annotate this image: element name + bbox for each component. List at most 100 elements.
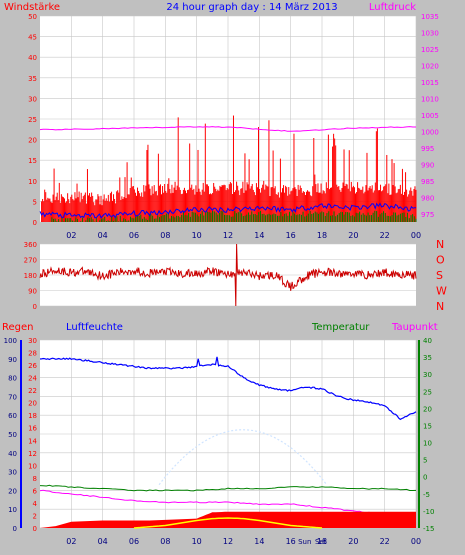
rain-tick-label: 8 [33, 475, 37, 483]
wind-tick-label: 20 [28, 137, 37, 145]
pressure-tick-label: 1035 [421, 13, 439, 21]
hour-tick-label: 02 [66, 537, 76, 546]
hour-tick-label: 02 [66, 231, 76, 240]
rain-tick-label: 4 [33, 500, 38, 508]
temperature-tick-label: 20 [423, 405, 432, 413]
direction-tick-label: 0 [33, 303, 37, 311]
hour-tick-label: 22 [380, 231, 390, 240]
wind-tick-label: 15 [28, 157, 37, 165]
temperature-tick-label: 35 [423, 354, 432, 362]
hour-tick-label: 08 [160, 231, 170, 240]
temperature-tick-label: -10 [423, 508, 434, 516]
direction-tick-label: 270 [24, 257, 37, 265]
direction-tick-label: 360 [24, 241, 37, 249]
wind-tick-label: 50 [28, 13, 37, 21]
rain-area [40, 511, 416, 528]
wind-average-line [39, 202, 417, 219]
hour-tick-label: 00 [411, 231, 421, 240]
humidity-tick-label: 0 [13, 525, 17, 533]
hour-tick-label: 14 [254, 231, 264, 240]
label-taupunkt: Taupunkt [391, 322, 438, 333]
hour-tick-label: 00 [411, 537, 421, 546]
humidity-tick-label: 40 [8, 450, 17, 458]
pressure-tick-label: 975 [421, 211, 434, 219]
pressure-tick-label: 995 [421, 145, 434, 153]
humidity-tick-label: 70 [8, 393, 17, 401]
rain-tick-label: 2 [33, 512, 37, 520]
rain-tick-label: 18 [28, 412, 37, 420]
temperature-tick-label: 0 [423, 474, 427, 482]
pressure-tick-label: 1010 [421, 95, 439, 103]
rain-tick-label: 22 [28, 387, 37, 395]
hour-tick-label: 16 [286, 231, 296, 240]
pressure-tick-label: 1020 [421, 62, 439, 70]
compass-label: S [436, 269, 443, 282]
rain-tick-label: 10 [28, 462, 37, 470]
hour-tick-label: Sun [298, 538, 311, 546]
pressure-tick-label: 1015 [421, 79, 439, 87]
humidity-tick-label: 10 [8, 506, 17, 514]
sunshine-line [133, 517, 323, 529]
pressure-tick-label: 1000 [421, 128, 439, 136]
humidity-tick-label: 80 [8, 375, 17, 383]
wind-tick-label: 40 [28, 54, 37, 62]
hour-tick-label: 22 [380, 537, 390, 546]
wind-tick-label: 5 [33, 198, 37, 206]
humidity-tick-label: 90 [8, 356, 17, 364]
temperature-tick-label: -5 [423, 491, 430, 499]
label-temperatur: Temperatur [311, 322, 370, 333]
pressure-line [39, 126, 416, 132]
hour-tick-label: 10 [192, 231, 202, 240]
label-luftfeuchte: Luftfeuchte [66, 322, 123, 333]
hour-tick-label: 04 [98, 537, 108, 546]
rain-tick-label: 6 [33, 487, 38, 495]
compass-label: N [436, 300, 444, 313]
sunset-label: Set [315, 538, 327, 546]
humidity-line [39, 356, 417, 421]
right-label-luftdruck: Luftdruck [369, 2, 416, 13]
compass-label: N [436, 238, 444, 251]
pressure-tick-label: 1025 [421, 46, 439, 54]
hour-tick-label: 12 [223, 537, 233, 546]
direction-tick-label: 90 [28, 288, 37, 296]
temperature-tick-label: 25 [423, 388, 432, 396]
temperature-tick-label: -15 [423, 525, 434, 533]
label-regen: Regen [2, 322, 34, 333]
hour-tick-label: 18 [317, 231, 327, 240]
temperature-tick-label: 30 [423, 371, 432, 379]
hour-tick-label: 10 [192, 537, 202, 546]
rain-tick-label: 28 [28, 350, 37, 358]
compass-label: W [436, 285, 447, 298]
pressure-tick-label: 985 [421, 178, 434, 186]
humidity-tick-label: 60 [8, 412, 17, 420]
temperature-line [39, 484, 417, 492]
hour-tick-label: 16 [286, 537, 296, 546]
compass-label: O [436, 254, 445, 267]
hour-tick-label: 18 [317, 537, 327, 546]
wind-tick-label: 30 [28, 95, 37, 103]
humidity-tick-label: 100 [4, 337, 17, 345]
wind-tick-label: 25 [28, 116, 37, 124]
rain-tick-label: 16 [28, 425, 37, 433]
rain-tick-label: 26 [28, 362, 37, 370]
temperature-tick-label: 15 [423, 422, 432, 430]
humidity-tick-label: 50 [8, 431, 17, 439]
pressure-tick-label: 1005 [421, 112, 439, 120]
hour-tick-label: 06 [129, 231, 139, 240]
hour-tick-label: 20 [348, 231, 358, 240]
wind-tick-label: 35 [28, 75, 37, 83]
pressure-tick-label: 990 [421, 161, 434, 169]
rain-tick-label: 20 [28, 400, 37, 408]
direction-tick-label: 180 [24, 272, 37, 280]
temperature-tick-label: 40 [423, 337, 432, 345]
humidity-tick-label: 30 [8, 469, 17, 477]
temperature-tick-label: 10 [423, 440, 432, 448]
wind-tick-label: 10 [28, 178, 37, 186]
hour-tick-label: 06 [129, 537, 139, 546]
hour-tick-label: 04 [98, 231, 108, 240]
wind-tick-label: 0 [33, 219, 37, 227]
wind-tick-label: 45 [28, 34, 37, 42]
rain-tick-label: 0 [33, 525, 37, 533]
hour-tick-label: 14 [254, 537, 264, 546]
